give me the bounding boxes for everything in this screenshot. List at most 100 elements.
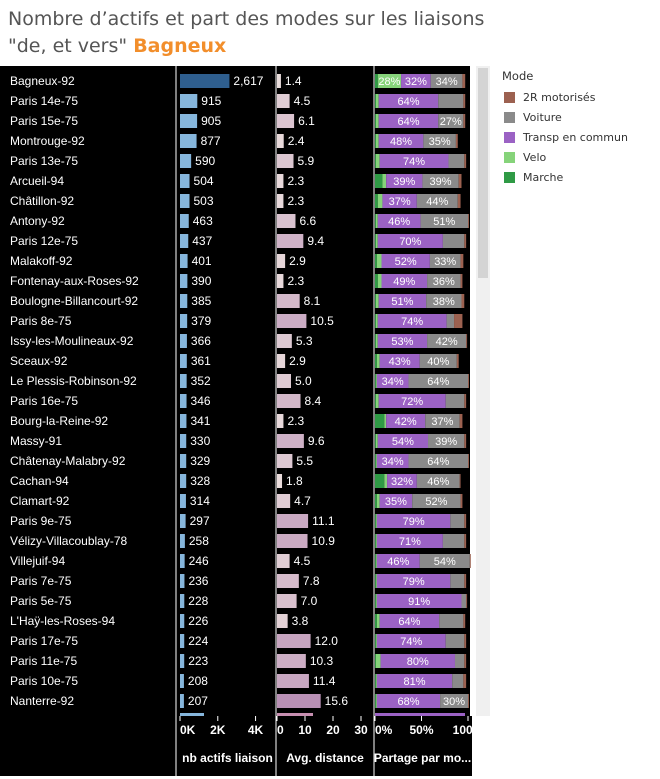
- mode-share-segment: [375, 214, 376, 228]
- mode-share-segment: [381, 254, 430, 268]
- nb-actifs-bar: [180, 134, 197, 148]
- nb-actifs-value-label: 236: [188, 574, 208, 588]
- mode-share-label: 64%: [397, 96, 419, 108]
- legend-item[interactable]: Transp en commun: [502, 127, 628, 147]
- axis-background: [0, 716, 472, 776]
- mode-share-segment: [375, 514, 377, 528]
- distance-value-label: 4.5: [294, 94, 311, 108]
- distance-bar: [277, 374, 291, 388]
- mode-share-segment: [378, 114, 439, 128]
- distance-bar: [277, 354, 286, 368]
- row-label: Issy-les-Moulineaux-92: [10, 334, 134, 348]
- mode-share-segment: [375, 314, 378, 328]
- nb-actifs-bar: [180, 494, 186, 508]
- distance-bar: [277, 334, 292, 348]
- mode-share-segment: [375, 234, 378, 248]
- distance-bar: [277, 574, 299, 588]
- mode-share-segment: [375, 294, 376, 308]
- legend-item[interactable]: Voiture: [502, 107, 628, 127]
- mode-share-segment: [375, 414, 385, 428]
- legend-swatch: [504, 131, 515, 143]
- mode-share-segment: [463, 94, 466, 108]
- row-label: Châtillon-92: [10, 194, 74, 208]
- mode-share-segment: [375, 234, 376, 248]
- mode-share-segment: [408, 454, 468, 468]
- nb-actifs-bar: [180, 394, 187, 408]
- mode-share-label: 28%: [378, 76, 400, 88]
- legend-item[interactable]: 2R motorisés: [502, 87, 628, 107]
- mode-share-segment: [425, 414, 460, 428]
- legend-item[interactable]: Marche: [502, 167, 628, 187]
- mode-share-segment: [456, 354, 459, 368]
- mode-share-segment: [375, 434, 378, 448]
- row-label: Paris 13e-75: [10, 154, 78, 168]
- mode-share-label: 32%: [391, 476, 413, 488]
- mode-share-segment: [380, 654, 455, 668]
- distance-value-label: 1.4: [285, 74, 302, 88]
- mode-share-segment: [375, 634, 376, 648]
- distance-value-label: 2.3: [287, 414, 304, 428]
- distance-bar: [277, 494, 291, 508]
- chart-area: Bagneux-92 2,617 1.4 28% 32% 34% Paris 14e-75 9…: [0, 66, 490, 776]
- mode-share-tick-label: 50%: [409, 723, 433, 737]
- row-label: L'Haÿ-les-Roses-94: [10, 614, 115, 628]
- mode-share-segment: [442, 534, 465, 548]
- mode-share-segment: [378, 94, 439, 108]
- row-label: Paris 17e-75: [10, 634, 78, 648]
- mode-share-segment: [455, 134, 458, 148]
- mode-share-segment: [375, 334, 376, 348]
- legend-item[interactable]: Velo: [502, 147, 628, 167]
- mode-share-segment: [375, 554, 377, 568]
- distance-value-label: 10.3: [310, 654, 334, 668]
- nb-actifs-bar: [180, 214, 189, 228]
- mode-share-segment: [375, 634, 377, 648]
- mode-share-segment: [377, 314, 447, 328]
- mode-share-segment: [375, 114, 379, 128]
- nb-actifs-value-label: 258: [189, 534, 209, 548]
- nb-actifs-value-label: 504: [194, 174, 214, 188]
- scrollbar-thumb: [478, 68, 488, 278]
- row-label: Paris 15e-75: [10, 114, 78, 128]
- mode-share-segment: [386, 414, 426, 428]
- nb-actifs-bar: [180, 94, 198, 108]
- mode-share-segment: [438, 114, 464, 128]
- mode-share-segment: [375, 694, 377, 708]
- distance-bar: [277, 114, 295, 128]
- mode-share-label: 52%: [425, 496, 447, 508]
- row-label: Montrouge-92: [10, 134, 85, 148]
- mode-share-label: 42%: [395, 416, 417, 428]
- nb-actifs-value-label: 437: [192, 234, 212, 248]
- nb-actifs-value-label: 208: [188, 674, 208, 688]
- mode-share-label: 49%: [393, 276, 415, 288]
- nb-actifs-bar: [180, 174, 190, 188]
- mode-share-segment: [461, 294, 465, 308]
- mode-share-segment: [375, 654, 376, 668]
- title-line-2-prefix: "de, et vers": [8, 35, 128, 57]
- mode-share-segment: [375, 254, 377, 268]
- mode-share-segment: [459, 414, 463, 428]
- mode-share-segment: [419, 354, 457, 368]
- distance-bar: [277, 274, 284, 288]
- distance-value-label: 2.3: [287, 274, 304, 288]
- nb-actifs-value-label: 346: [191, 394, 211, 408]
- mode-share-segment: [375, 314, 376, 328]
- mode-share-segment: [376, 494, 380, 508]
- mode-share-label: 39%: [430, 176, 452, 188]
- distance-bar: [277, 134, 284, 148]
- nb-actifs-value-label: 503: [194, 194, 214, 208]
- nb-actifs-bar: [180, 434, 187, 448]
- mode-share-segment: [384, 414, 387, 428]
- distance-bar: [277, 74, 281, 88]
- title-line-1: Nombre d’actifs et part des modes sur le…: [8, 8, 485, 30]
- mode-share-segment: [387, 474, 417, 488]
- nb-actifs-value-label: 314: [190, 494, 210, 508]
- mode-share-segment: [464, 434, 467, 448]
- distance-value-label: 8.1: [304, 294, 321, 308]
- mode-share-label: 64%: [427, 376, 449, 388]
- distance-value-label: 1.8: [286, 474, 303, 488]
- mode-share-segment: [463, 614, 466, 628]
- mode-share-label: 54%: [392, 436, 414, 448]
- mode-share-segment: [386, 174, 423, 188]
- legend-label: Marche: [523, 170, 564, 184]
- mode-share-segment: [423, 134, 456, 148]
